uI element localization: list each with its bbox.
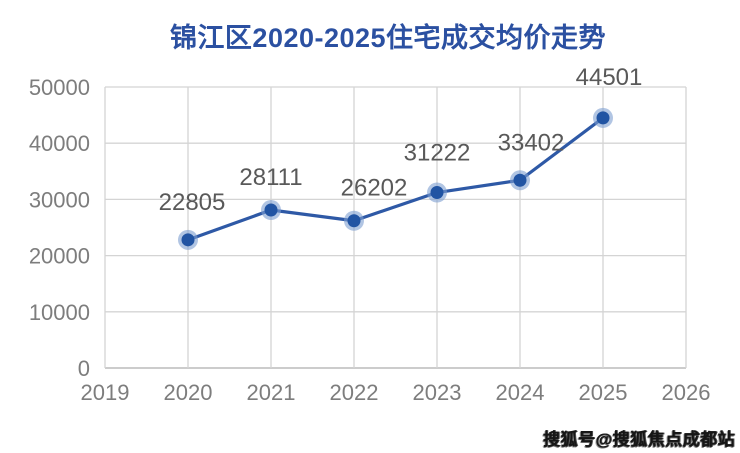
x-axis-tick-label: 2026 [662, 380, 711, 405]
x-axis-tick-label: 2019 [81, 380, 130, 405]
y-axis-tick-label: 20000 [29, 244, 90, 269]
x-axis-tick-label: 2025 [579, 380, 628, 405]
x-axis-tick-label: 2023 [413, 380, 462, 405]
data-label: 31222 [404, 140, 471, 167]
x-axis-tick-label: 2021 [247, 380, 296, 405]
y-axis-tick-label: 30000 [29, 187, 90, 212]
y-axis-tick-label: 40000 [29, 131, 90, 156]
data-label: 22805 [159, 189, 226, 216]
watermark: 搜狐号@搜狐焦点成都站 [542, 430, 735, 449]
data-label: 26202 [341, 175, 408, 202]
x-axis-tick-label: 2024 [496, 380, 545, 405]
price-trend-line [186, 116, 605, 242]
data-point [347, 214, 361, 228]
data-label: 28111 [239, 164, 302, 191]
y-axis-tick-label: 0 [78, 356, 90, 381]
data-point [430, 186, 444, 200]
x-axis-tick-label: 2020 [164, 380, 213, 405]
data-point [181, 233, 195, 247]
data-label: 44501 [576, 64, 643, 91]
y-axis-tick-label: 50000 [29, 75, 90, 100]
x-axis-tick-label: 2022 [330, 380, 379, 405]
chart-title: 锦江区2020-2025住宅成交均价走势 [169, 23, 607, 53]
data-point [513, 173, 527, 187]
data-point [596, 111, 610, 125]
data-point [264, 203, 278, 217]
y-axis-tick-label: 10000 [29, 300, 90, 325]
data-label: 33402 [498, 129, 565, 156]
